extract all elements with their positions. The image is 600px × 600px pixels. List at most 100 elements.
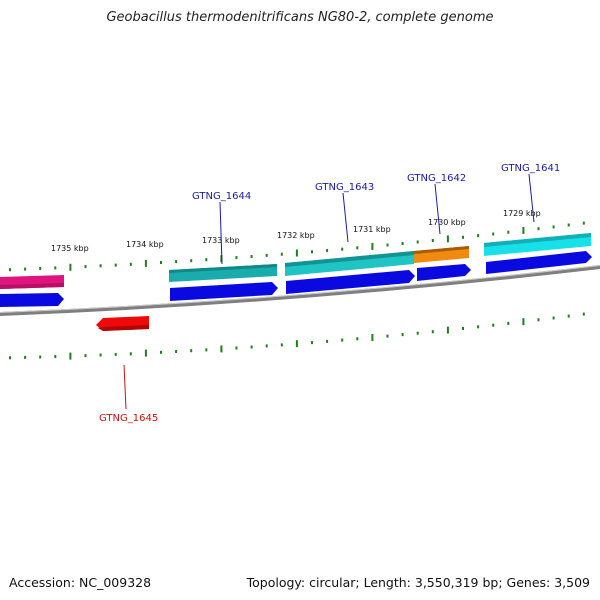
inner-tick [129,352,132,356]
outer-tick [295,249,298,257]
outer-tick [205,258,208,262]
outer-tick [462,235,464,239]
outer-tick [341,247,344,251]
inner-tick [280,343,283,347]
inner-tick [99,353,102,357]
outer-tick [386,243,389,247]
outer-tick [582,221,585,225]
cds-arrow-4[interactable] [417,264,471,281]
gene-leader-lines [123,173,535,410]
leader-gtng-1645 [123,364,127,410]
outer-tick [567,223,570,227]
cds-arrow-1[interactable] [0,293,64,307]
inner-tick [39,355,42,359]
inner-tick [250,345,253,349]
inner-tick [160,350,162,354]
inner-tick [84,354,87,358]
inner-tick [144,349,147,357]
outer-tick [507,230,510,234]
inner-tick [431,330,434,334]
outer-tick [371,242,374,250]
leader-gtng-1644 [219,201,223,265]
scale-label-1734: 1734 kbp [126,240,164,249]
inner-tick [54,355,57,359]
inner-tick [175,350,178,353]
outer-tick [326,249,329,252]
cds-track [0,251,592,307]
outer-tick [24,267,27,271]
inner-tick [537,318,540,322]
gene-label-gtng-1643[interactable]: GTNG_1643 [315,182,374,193]
cds-arrow-2[interactable] [170,282,278,301]
outer-tick [492,232,495,236]
inner-tick [190,349,193,353]
outer-tick [265,253,268,257]
gene-label-gtng-1641[interactable]: GTNG_1641 [501,163,560,174]
gene-label-gtng-1642[interactable]: GTNG_1642 [407,173,466,184]
accession-text: Accession: NC_009328 [9,575,152,590]
outer-tick [129,262,132,266]
inner-tick [356,337,359,341]
gene-gtng-1642-shade [414,246,469,254]
gene-label-gtng-1645[interactable]: GTNG_1645 [99,413,158,424]
inner-tick [582,312,585,316]
inner-tick [492,323,495,327]
outer-tick [235,256,238,260]
cds-arrow-3[interactable] [286,270,415,294]
scale-label-1735: 1735 kbp [51,244,89,253]
inner-tick [265,344,268,348]
inner-tick [341,338,344,342]
leader-gtng-1641 [528,173,535,223]
scale-label-1731: 1731 kbp [353,225,391,234]
inner-tick [462,327,464,330]
gene-labels: GTNG_1644 GTNG_1643 GTNG_1642 GTNG_1641 … [99,163,560,424]
outer-tick [190,259,193,263]
outer-gene-track [0,233,591,289]
outer-tick [160,261,162,264]
cds-arrow-5[interactable] [486,251,592,274]
outer-tick [114,263,117,267]
inner-tick [522,318,525,326]
inner-tick [507,321,510,325]
outer-tick [39,267,42,270]
outer-tick [54,266,57,270]
outer-tick [9,268,11,272]
inner-tick [371,334,374,341]
outer-tick [280,252,283,256]
outer-tick [446,235,449,243]
inner-tick [205,348,208,352]
inner-tick [567,314,570,318]
outer-tick [356,246,359,250]
outer-tick [552,225,555,229]
inner-tick-row [9,312,585,360]
outer-tick [401,242,404,245]
inner-tick [326,339,329,343]
inner-tick [295,340,298,348]
inner-tick [220,345,223,353]
inner-tick [552,316,555,320]
inner-tick [311,341,313,345]
map-title: Geobacillus thermodenitrificans NG80-2, … [106,10,494,25]
outer-tick [416,240,419,244]
inner-tick [386,334,389,338]
genome-summary-text: Topology: circular; Length: 3,550,319 bp… [246,575,590,590]
outer-tick [144,259,147,267]
inner-tick [9,356,11,360]
scale-label-1730: 1730 kbp [428,218,466,227]
scale-label-1732: 1732 kbp [277,231,315,240]
outer-tick [250,255,253,258]
gene-gtng-1641-shade [484,233,591,247]
inner-tick [69,352,72,360]
leader-gtng-1642 [434,183,441,235]
pink-feature-shade [0,283,64,289]
inner-tick [114,352,117,356]
gene-label-gtng-1644[interactable]: GTNG_1644 [192,191,251,202]
scale-label-1729: 1729 kbp [503,209,541,218]
inner-tick [416,331,419,335]
genome-backbone-highlight [0,265,600,313]
gene-gtng-1645-shade [98,325,149,331]
leader-gtng-1643 [342,192,349,243]
inner-tick [24,355,27,359]
gene-gtng-1644-shade [169,264,277,273]
